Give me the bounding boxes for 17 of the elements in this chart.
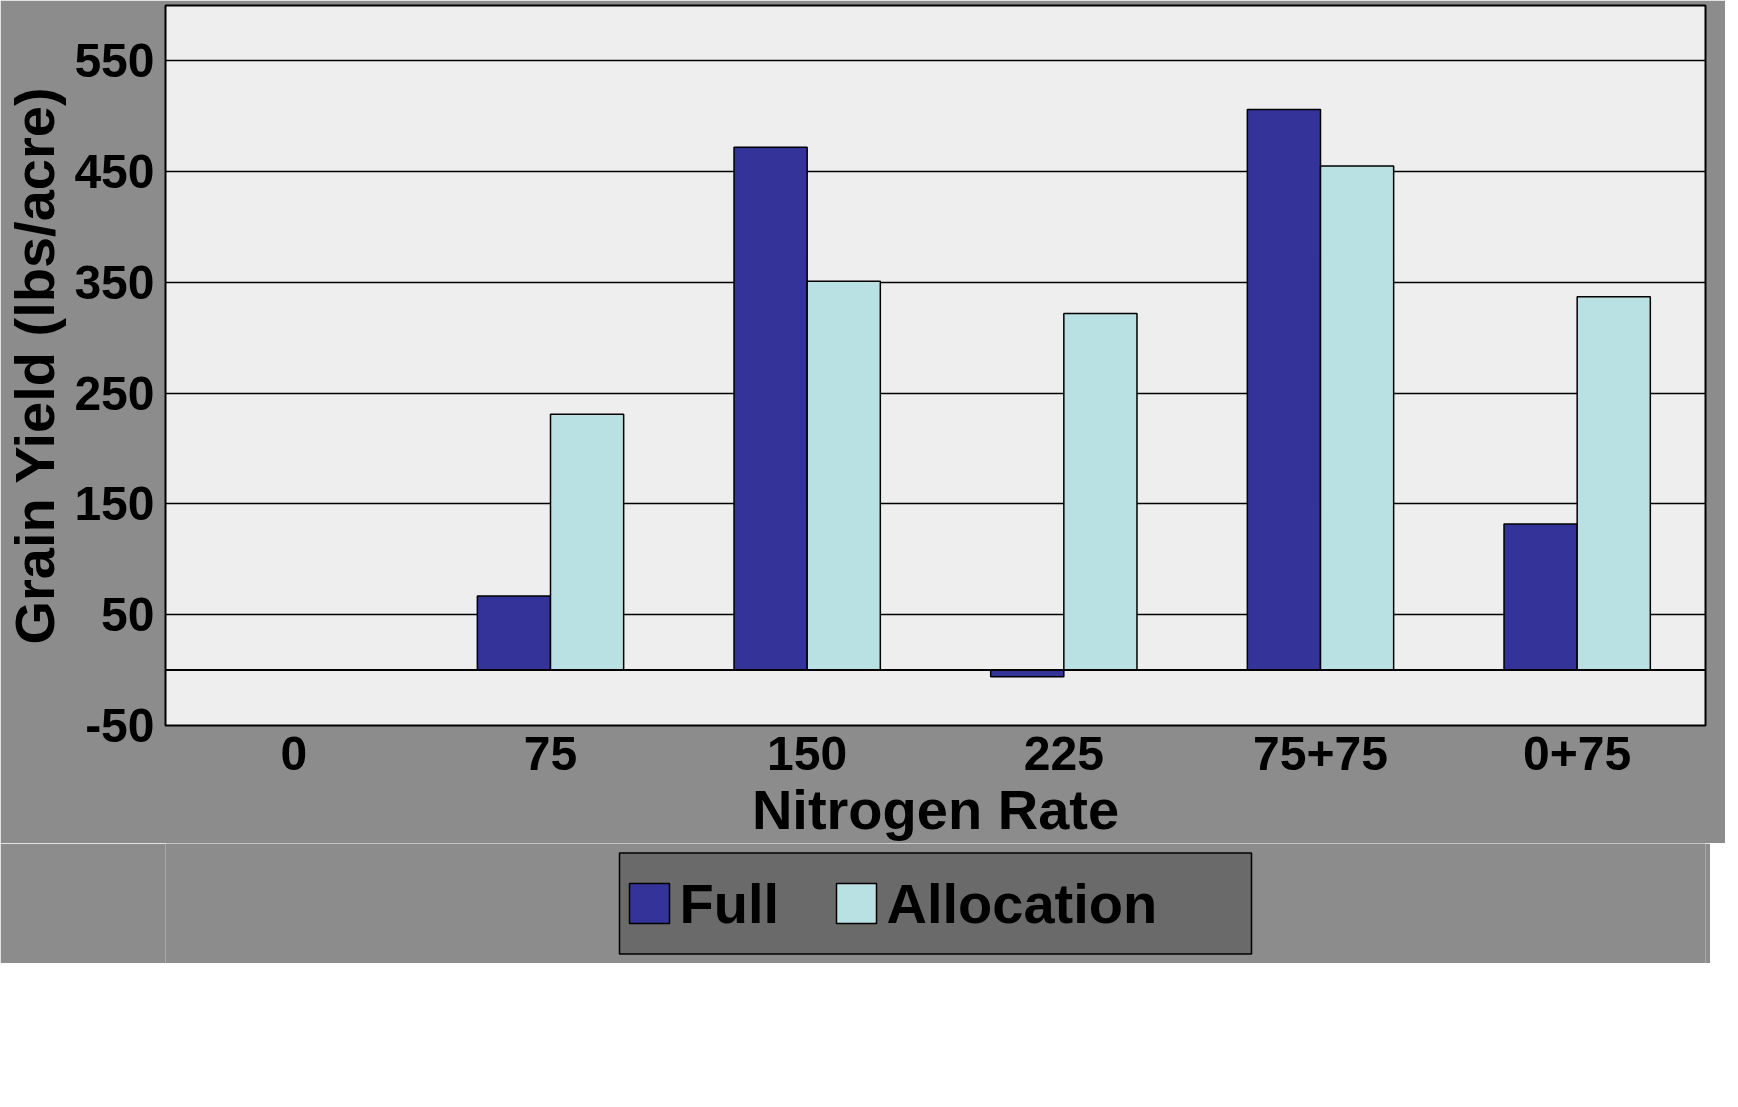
y-tick-label: 550 [74,34,155,88]
legend-label: Full [679,872,780,935]
y-axis-title: Grain Yield (lbs/acre) [3,87,67,645]
x-tick-label: 150 [767,726,848,780]
y-tick-label: -50 [85,699,155,752]
legend-label: Allocation [886,872,1158,935]
x-tick-label: 75 [523,726,578,780]
x-tick-label: 0 [280,726,308,780]
y-tick-label: 50 [101,588,155,642]
x-tick-label: 225 [1023,726,1104,780]
x-axis-title: Nitrogen Rate [751,777,1120,841]
y-tick-label: 250 [74,366,155,420]
y-tick-label: 450 [74,145,155,199]
y-tick-label: 350 [74,255,155,309]
x-tick-label: 75+75 [1253,726,1388,780]
x-tick-label: 0+75 [1523,726,1632,780]
y-tick-label: 150 [74,477,155,531]
